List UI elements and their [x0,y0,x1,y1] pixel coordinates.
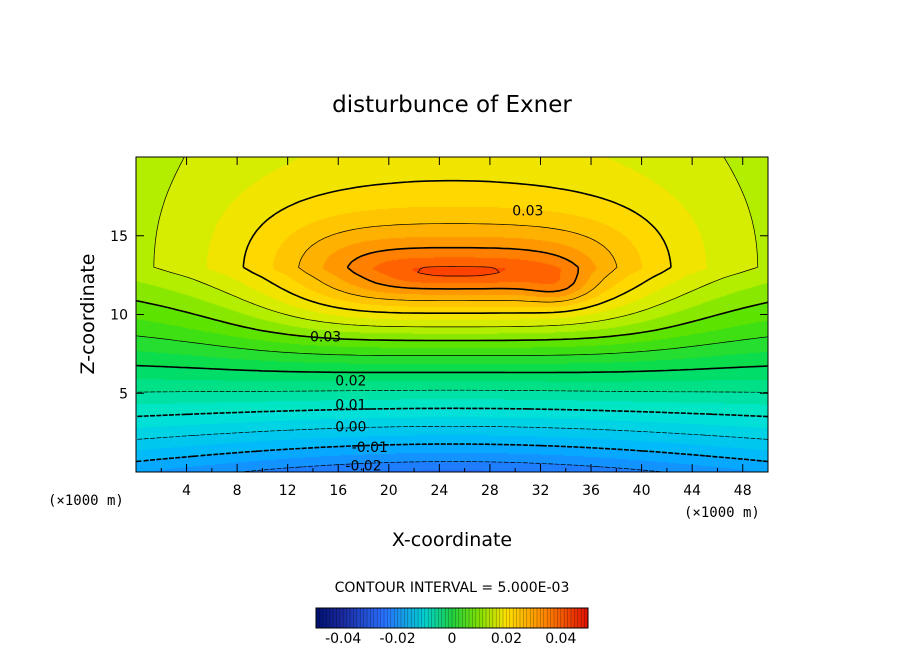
x-axis-ticks: 4 8 12 16 20 24 28 32 36 40 44 48 [160,157,752,499]
x-tick-label: 36 [582,483,600,499]
contour-line [136,425,768,440]
x-axis-unit-right: (×1000 m) [684,505,760,521]
x-tick-label: 8 [233,483,242,499]
contour-line [153,157,759,328]
colorbar-stripes [315,608,589,628]
contour-labels: 0.03 0.03 0.02 0.01 0.00 -0.01 -0.02 [310,204,543,475]
contour-label: 0.03 [310,330,341,346]
contour-fill-image [136,157,768,472]
x-tick-label: 40 [633,483,651,499]
contour-line [136,335,768,356]
contour-interval-label: CONTOUR INTERVAL = 5.000E-03 [335,580,570,596]
contour-label: 0.03 [512,204,543,220]
colorbar-tick-label: -0.04 [325,631,361,647]
chart-title: disturbunce of Exner [332,92,572,118]
x-tick-label: 48 [734,483,752,499]
contour-label: -0.02 [345,459,381,475]
x-axis-unit-left: (×1000 m) [48,493,124,509]
x-tick-label: 44 [683,483,701,499]
y-axis-label: Z-coordinate [77,254,99,375]
contour-lines [136,157,768,472]
colorbar-tick-label: 0.04 [545,631,576,647]
x-axis-label: X-coordinate [392,529,512,551]
plot-area: 0.03 0.03 0.02 0.01 0.00 -0.01 -0.02 [135,156,769,475]
contour-label: -0.01 [352,440,388,456]
contour-line [136,299,768,342]
contour-line [136,407,768,418]
x-tick-label: 4 [182,483,191,499]
y-tick-label: 15 [110,229,128,245]
x-tick-label: 12 [279,483,297,499]
colorbar-ticks: -0.04 -0.02 0 0.02 0.04 [325,631,576,647]
x-tick-label: 28 [481,483,499,499]
contour-line [136,364,768,374]
y-tick-label: 5 [119,386,128,402]
colorbar-tick-label: 0.02 [491,631,522,647]
colorbar: -0.04 -0.02 0 0.02 0.04 [315,607,589,647]
contour-line [417,266,500,277]
x-tick-label: 32 [532,483,550,499]
contour-line [346,246,580,293]
contour-line [242,179,672,314]
x-tick-label: 24 [430,483,448,499]
colorbar-tick-label: -0.02 [379,631,415,647]
y-tick-label: 10 [110,308,128,324]
x-tick-label: 20 [380,483,398,499]
colorbar-tick-label: 0 [448,631,457,647]
contour-label: 0.02 [335,374,366,390]
contour-label: 0.00 [335,419,366,435]
y-axis-ticks: 5 10 15 [110,229,768,402]
contour-label: 0.01 [335,397,366,413]
contour-line [136,389,768,393]
x-tick-label: 16 [329,483,347,499]
contour-line [298,223,618,303]
